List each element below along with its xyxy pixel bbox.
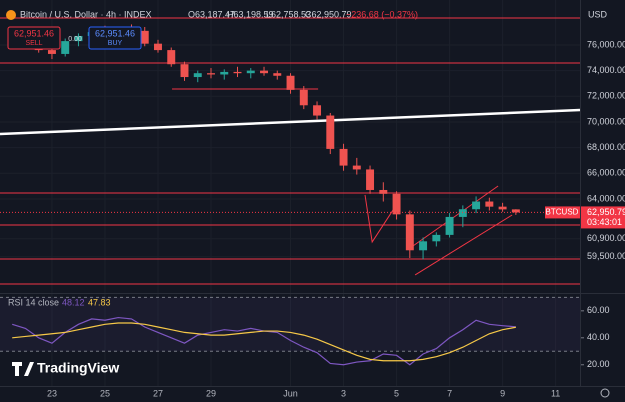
logo-mark	[12, 362, 34, 376]
y-tick-label: 20.00	[587, 359, 610, 369]
x-tick-label: 27	[153, 388, 163, 398]
candle-body	[498, 206, 507, 210]
logo-text: TradingView	[37, 360, 119, 376]
rsi-value: 48.12	[62, 297, 85, 307]
candle-body	[326, 115, 335, 149]
y-tick-label: 66,000.00	[587, 168, 625, 178]
x-tick-label: 29	[206, 388, 216, 398]
y-tick-label: 72,000.00	[587, 91, 625, 101]
x-tick-label: 25	[100, 388, 110, 398]
trend-line	[364, 194, 396, 244]
y-tick-label: 60.00	[587, 305, 610, 315]
y-tick-label: 40.00	[587, 332, 610, 342]
sell-price[interactable]: 62,951.46	[14, 28, 54, 38]
sell-label[interactable]: SELL	[25, 40, 42, 47]
sell-box[interactable]	[7, 26, 61, 50]
rsi-ma-value: 47.83	[88, 297, 111, 307]
candle-body	[299, 89, 308, 106]
y-tick-label: 64,000.00	[587, 193, 625, 203]
ohlc-open: O63,187.47	[188, 9, 235, 19]
candle-body	[47, 50, 56, 54]
candle-body	[220, 71, 229, 75]
countdown: 03:43:01	[587, 217, 622, 227]
candle-body	[445, 216, 454, 235]
trend-line	[414, 214, 513, 276]
last-price-tag	[581, 206, 625, 229]
ohlc-high: H63,198.59	[227, 9, 274, 19]
spread: 0.00	[68, 36, 82, 43]
candle-body	[419, 241, 428, 251]
candle-body	[260, 70, 268, 74]
buy-label[interactable]: BUY	[108, 40, 123, 47]
candle-body	[61, 41, 70, 54]
x-tick-label: 11	[551, 388, 560, 398]
candle-body	[352, 165, 361, 170]
candle-body	[154, 43, 162, 51]
y-tick-label: 70,000.00	[587, 116, 625, 126]
candle-body	[246, 70, 255, 74]
settings-icon[interactable]	[600, 388, 610, 398]
trend-line	[0, 108, 581, 136]
y-tick-label: 68,000.00	[587, 142, 625, 152]
candle-body	[167, 50, 176, 65]
candle-body	[472, 201, 481, 210]
candle-body	[273, 73, 282, 76]
y-tick-label: 59,500.00	[587, 251, 625, 261]
candle-body	[74, 35, 83, 42]
candle-body	[233, 71, 242, 74]
x-tick-label: 23	[47, 388, 57, 398]
ohlc-change: −236.68 (−0.37%)	[346, 9, 418, 19]
symbol-label: BTCUSD	[546, 208, 579, 217]
candle-body	[207, 73, 215, 75]
buy-box[interactable]	[88, 26, 142, 50]
candle-body	[313, 105, 322, 116]
candle-body	[485, 201, 494, 207]
candle-body	[458, 209, 467, 217]
currency: USD	[588, 9, 608, 19]
candle-body	[379, 189, 388, 194]
x-tick-label: 7	[447, 388, 452, 398]
indicator-line	[12, 322, 516, 362]
y-tick-label: 60,900.00	[587, 233, 625, 243]
trend-line	[409, 185, 499, 249]
candle-body	[366, 169, 375, 190]
candle-body	[339, 148, 348, 166]
last-price-label: 62,950.79	[587, 207, 625, 217]
candle-body	[286, 75, 295, 90]
symbol-tag	[545, 206, 580, 219]
candle-body	[405, 214, 414, 251]
level-band	[0, 297, 580, 352]
buy-price[interactable]: 62,951.46	[95, 28, 135, 38]
x-tick-label: Jun	[283, 388, 298, 398]
candle-body	[193, 73, 202, 78]
candle-body	[180, 64, 189, 78]
chart-title: Bitcoin / U.S. Dollar · 4h · INDEX	[20, 9, 152, 19]
y-tick-label: 74,000.00	[587, 65, 625, 75]
ohlc-low: L62,758.53	[266, 9, 311, 19]
candle-body	[140, 30, 149, 44]
logo: TradingView	[12, 360, 119, 376]
candle-body	[511, 209, 520, 213]
x-tick-label: 9	[500, 388, 505, 398]
candle-body	[432, 234, 441, 242]
y-tick-label: 76,000.00	[587, 39, 625, 49]
buy-button[interactable]: 62,951.46 BUY	[88, 26, 142, 50]
sell-button[interactable]: 62,951.46 SELL	[7, 26, 61, 50]
x-tick-label: 5	[394, 388, 399, 398]
rsi-title: RSI 14 close	[8, 297, 59, 307]
candle-body	[392, 193, 401, 215]
ohlc-close: C62,950.79	[305, 9, 352, 19]
x-tick-label: 3	[341, 388, 346, 398]
bitcoin-icon	[6, 10, 16, 20]
